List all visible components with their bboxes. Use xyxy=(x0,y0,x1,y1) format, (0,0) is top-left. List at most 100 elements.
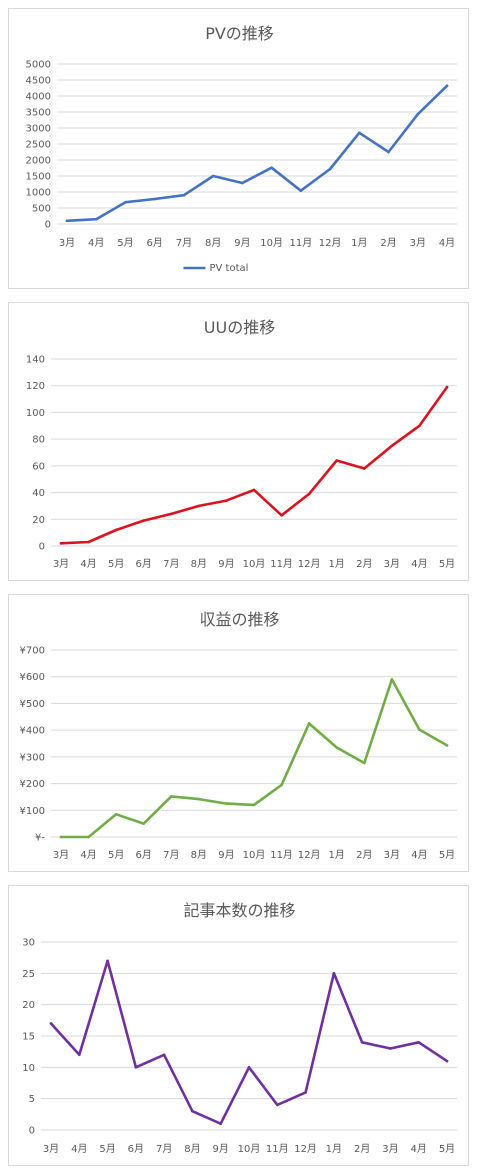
x-tick-label: 5月 xyxy=(108,849,124,861)
data-point xyxy=(87,835,90,839)
data-point xyxy=(197,504,201,508)
y-tick-label: ¥300 xyxy=(20,752,45,763)
x-tick-label: 10月 xyxy=(243,558,266,570)
x-tick-label: 1月 xyxy=(329,849,345,861)
data-point xyxy=(191,1109,194,1113)
x-tick-label: 7月 xyxy=(176,237,192,249)
data-point xyxy=(114,528,118,532)
x-tick-label: 10月 xyxy=(243,849,266,861)
y-tick-label: 120 xyxy=(26,381,45,392)
x-tick-label: 4月 xyxy=(411,558,427,570)
x-tick-label: 12月 xyxy=(298,558,321,570)
data-point xyxy=(307,722,311,725)
data-point xyxy=(358,131,361,135)
y-tick-label: 5000 xyxy=(26,60,51,71)
y-tick-label: 60 xyxy=(32,461,45,472)
x-tick-label: 4月 xyxy=(80,558,96,570)
data-point xyxy=(124,200,127,204)
y-tick-label: 2000 xyxy=(26,156,51,167)
data-point xyxy=(252,803,256,807)
x-tick-label: 2月 xyxy=(354,1143,370,1155)
data-point xyxy=(241,181,244,185)
data-point xyxy=(114,812,118,816)
x-tick-label: 5月 xyxy=(439,1143,455,1155)
x-tick-label: 4月 xyxy=(411,1143,427,1155)
x-tick-label: 7月 xyxy=(163,558,179,570)
data-point xyxy=(142,519,146,522)
data-point xyxy=(169,512,173,516)
data-point xyxy=(360,1040,364,1044)
y-tick-label: 0 xyxy=(29,1126,35,1137)
x-tick-label: 3月 xyxy=(53,558,69,570)
chart-title: 記事本数の推移 xyxy=(183,901,295,920)
y-tick-label: ¥200 xyxy=(20,779,45,790)
y-tick-label: 10 xyxy=(22,1063,35,1074)
chart-svg: 記事本数の推移 0 5 10 15 20 25 30 3月 4月 5月 6月 7月 8月 9月 10月 11月 1… xyxy=(22,901,457,1155)
x-tick-label: 1月 xyxy=(351,237,367,249)
uu-chart-panel: UUの推移 0 20 40 60 80 100 120 140 3月 4月 5月 6月 7月 8月 9月 10月… xyxy=(8,302,469,581)
data-point xyxy=(211,174,215,178)
data-point xyxy=(362,761,366,765)
data-point xyxy=(142,822,146,825)
data-point xyxy=(445,744,449,747)
x-tick-label: 11月 xyxy=(270,558,293,570)
legend-label: PV total xyxy=(210,263,249,274)
x-tick-label: 8月 xyxy=(184,1143,200,1155)
x-tick-label: 8月 xyxy=(205,237,221,249)
data-point xyxy=(445,385,449,389)
data-point xyxy=(77,1053,81,1057)
x-tick-label: 4月 xyxy=(71,1143,87,1155)
data-point xyxy=(280,783,283,787)
articles-chart-panel: 記事本数の推移 0 5 10 15 20 25 30 3月 4月 5月 6月 7月 8月 9月 10月 11月 1… xyxy=(8,885,469,1166)
data-point xyxy=(49,1022,53,1025)
x-tick-label: 3月 xyxy=(59,237,75,249)
x-tick-label: 1月 xyxy=(329,558,345,570)
x-tick-label: 3月 xyxy=(43,1143,59,1155)
x-tick-label: 7月 xyxy=(163,849,179,861)
data-point xyxy=(418,728,421,731)
data-point xyxy=(416,112,420,116)
x-tick-label: 5月 xyxy=(108,558,124,570)
data-point xyxy=(252,488,256,492)
y-tick-label: 500 xyxy=(32,204,51,215)
data-point xyxy=(94,217,98,221)
data-point xyxy=(304,1091,307,1094)
x-tick-label: 5月 xyxy=(439,849,455,861)
data-point xyxy=(417,1040,421,1044)
y-tick-label: 2500 xyxy=(26,140,51,151)
y-tick-label: 5 xyxy=(29,1094,35,1105)
x-tick-label: 5月 xyxy=(117,237,133,249)
y-tick-label: 3500 xyxy=(26,108,51,119)
x-tick-label: 4月 xyxy=(411,849,427,861)
x-tick-label: 1月 xyxy=(326,1143,342,1155)
data-point xyxy=(134,1066,138,1069)
data-point xyxy=(418,424,421,428)
data-point xyxy=(219,1122,223,1126)
x-tick-label: 9月 xyxy=(218,558,234,570)
x-tick-label: 4月 xyxy=(88,237,104,249)
x-tick-label: 8月 xyxy=(191,558,207,570)
y-tick-label: 4500 xyxy=(26,76,51,87)
data-point xyxy=(362,467,366,470)
x-tick-label: 12月 xyxy=(294,1143,317,1155)
revenue-chart-panel: 収益の推移 ¥- ¥100 ¥200 ¥300 ¥400 ¥500 ¥600 ¥700 3月 4月 5… xyxy=(8,594,469,872)
x-tick-label: 6月 xyxy=(136,849,152,861)
x-tick-label: 11月 xyxy=(266,1143,289,1155)
data-point xyxy=(387,150,390,154)
y-tick-label: 3000 xyxy=(26,124,51,135)
y-tick-label: ¥700 xyxy=(20,646,45,657)
x-tick-label: 3月 xyxy=(382,1143,398,1155)
x-tick-label: 2月 xyxy=(380,237,396,249)
data-point xyxy=(106,959,109,963)
x-tick-label: 6月 xyxy=(147,237,163,249)
chart-title: PVの推移 xyxy=(205,24,274,43)
data-point xyxy=(65,219,69,223)
data-point xyxy=(335,746,339,749)
series-line xyxy=(59,385,449,545)
y-tick-label: 1000 xyxy=(26,188,51,199)
y-tick-label: 1500 xyxy=(26,172,51,183)
x-tick-label: 6月 xyxy=(128,1143,144,1155)
y-tick-label: 0 xyxy=(39,542,45,553)
data-point xyxy=(445,84,449,88)
x-tick-label: 12月 xyxy=(298,849,321,861)
